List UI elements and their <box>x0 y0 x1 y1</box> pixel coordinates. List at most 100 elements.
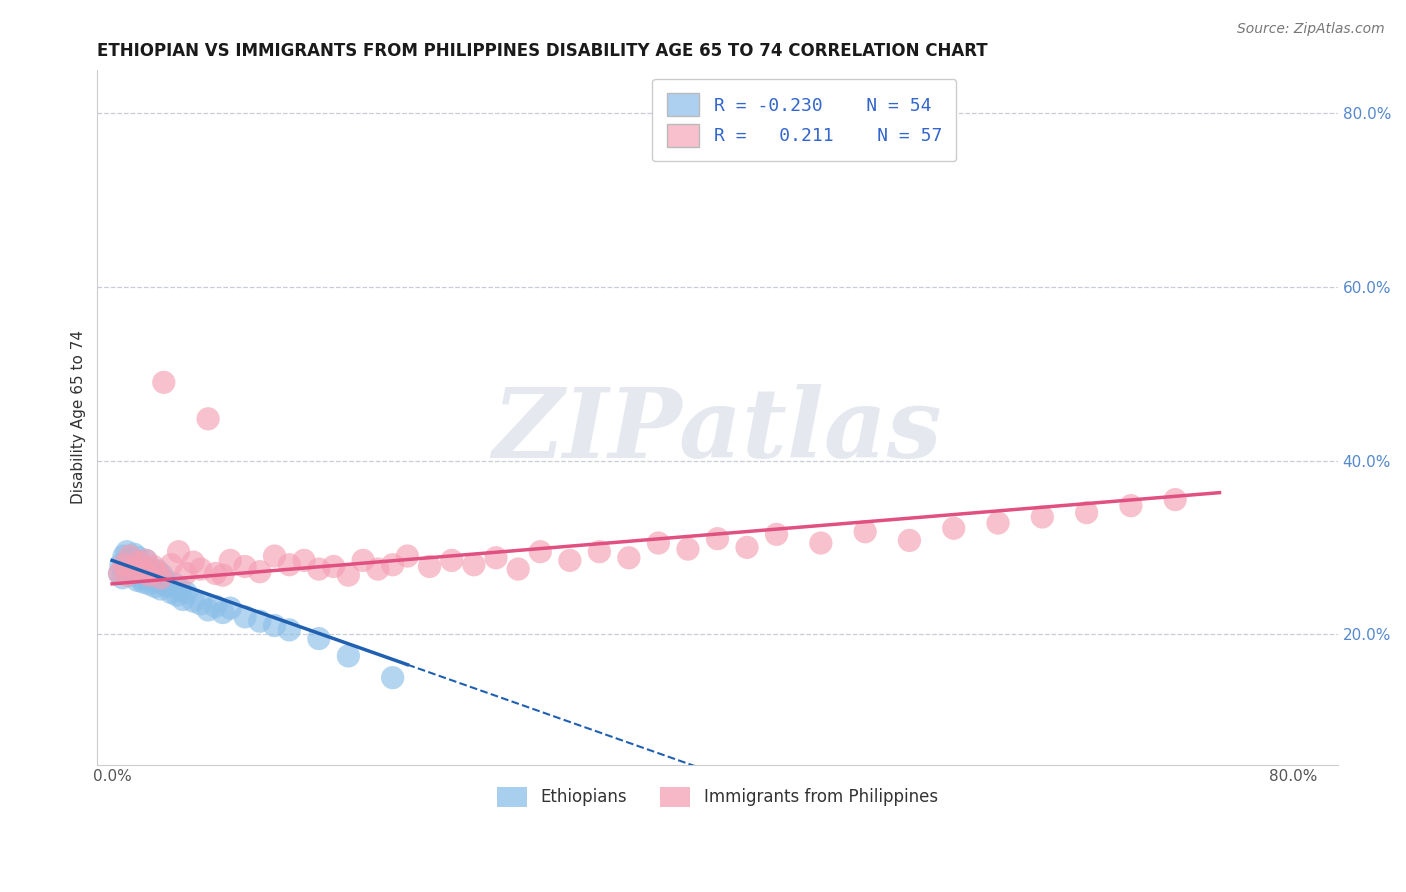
Point <box>219 601 242 615</box>
Point <box>676 542 699 557</box>
Point <box>141 573 163 587</box>
Point <box>381 671 404 685</box>
Point <box>129 571 152 585</box>
Point <box>352 553 374 567</box>
Point <box>898 533 921 548</box>
Point <box>588 545 610 559</box>
Point <box>114 562 136 576</box>
Point <box>111 571 134 585</box>
Point <box>139 562 162 576</box>
Point <box>118 568 141 582</box>
Point <box>169 582 191 596</box>
Point <box>278 558 301 572</box>
Point <box>142 566 165 581</box>
Point <box>148 575 170 590</box>
Point <box>150 568 173 582</box>
Point <box>419 559 441 574</box>
Point <box>765 527 787 541</box>
Point <box>125 566 148 581</box>
Point <box>121 555 143 569</box>
Point <box>172 592 194 607</box>
Point <box>190 562 212 576</box>
Point <box>138 568 160 582</box>
Point <box>135 553 157 567</box>
Point <box>233 559 256 574</box>
Point <box>128 555 150 569</box>
Point <box>128 564 150 578</box>
Point <box>117 565 139 579</box>
Point <box>155 574 177 588</box>
Point <box>145 571 167 585</box>
Point <box>118 549 141 563</box>
Point <box>1076 506 1098 520</box>
Point <box>145 565 167 579</box>
Point <box>853 524 876 539</box>
Point <box>108 566 131 581</box>
Point <box>136 568 159 582</box>
Point <box>183 594 205 608</box>
Point <box>183 555 205 569</box>
Point <box>134 565 156 579</box>
Point <box>157 579 180 593</box>
Point <box>706 532 728 546</box>
Point <box>987 516 1010 530</box>
Point <box>396 549 419 563</box>
Point <box>131 559 153 574</box>
Point <box>197 412 219 426</box>
Point <box>160 585 183 599</box>
Point <box>174 566 197 581</box>
Point <box>132 575 155 590</box>
Point <box>142 559 165 574</box>
Point <box>128 550 150 565</box>
Point <box>263 549 285 563</box>
Point <box>115 545 138 559</box>
Point <box>249 614 271 628</box>
Point <box>219 553 242 567</box>
Point <box>149 571 172 585</box>
Point <box>485 550 508 565</box>
Point <box>112 549 135 563</box>
Point <box>367 562 389 576</box>
Point <box>278 623 301 637</box>
Point <box>152 376 174 390</box>
Point <box>735 541 758 555</box>
Point <box>308 632 330 646</box>
Point <box>160 558 183 572</box>
Point <box>166 588 188 602</box>
Point <box>110 558 132 572</box>
Point <box>463 558 485 572</box>
Point <box>647 536 669 550</box>
Point <box>167 545 190 559</box>
Point <box>131 564 153 578</box>
Point <box>115 568 138 582</box>
Point <box>440 553 463 567</box>
Point <box>163 577 186 591</box>
Point <box>146 564 169 578</box>
Point <box>143 579 166 593</box>
Point <box>337 568 360 582</box>
Point <box>263 618 285 632</box>
Point <box>508 562 530 576</box>
Point <box>249 565 271 579</box>
Legend: Ethiopians, Immigrants from Philippines: Ethiopians, Immigrants from Philippines <box>489 778 946 815</box>
Point <box>1119 499 1142 513</box>
Point <box>190 597 212 611</box>
Point <box>122 562 145 576</box>
Text: ETHIOPIAN VS IMMIGRANTS FROM PHILIPPINES DISABILITY AGE 65 TO 74 CORRELATION CHA: ETHIOPIAN VS IMMIGRANTS FROM PHILIPPINES… <box>97 42 988 60</box>
Point <box>529 545 551 559</box>
Point <box>152 577 174 591</box>
Point <box>1164 492 1187 507</box>
Point <box>1031 510 1053 524</box>
Text: ZIPatlas: ZIPatlas <box>492 384 942 478</box>
Point <box>115 553 138 567</box>
Point <box>233 610 256 624</box>
Point <box>174 585 197 599</box>
Point <box>122 547 145 561</box>
Y-axis label: Disability Age 65 to 74: Disability Age 65 to 74 <box>72 330 86 504</box>
Point <box>212 606 235 620</box>
Point <box>337 648 360 663</box>
Text: Source: ZipAtlas.com: Source: ZipAtlas.com <box>1237 22 1385 37</box>
Point <box>212 568 235 582</box>
Point <box>617 550 640 565</box>
Point <box>308 562 330 576</box>
